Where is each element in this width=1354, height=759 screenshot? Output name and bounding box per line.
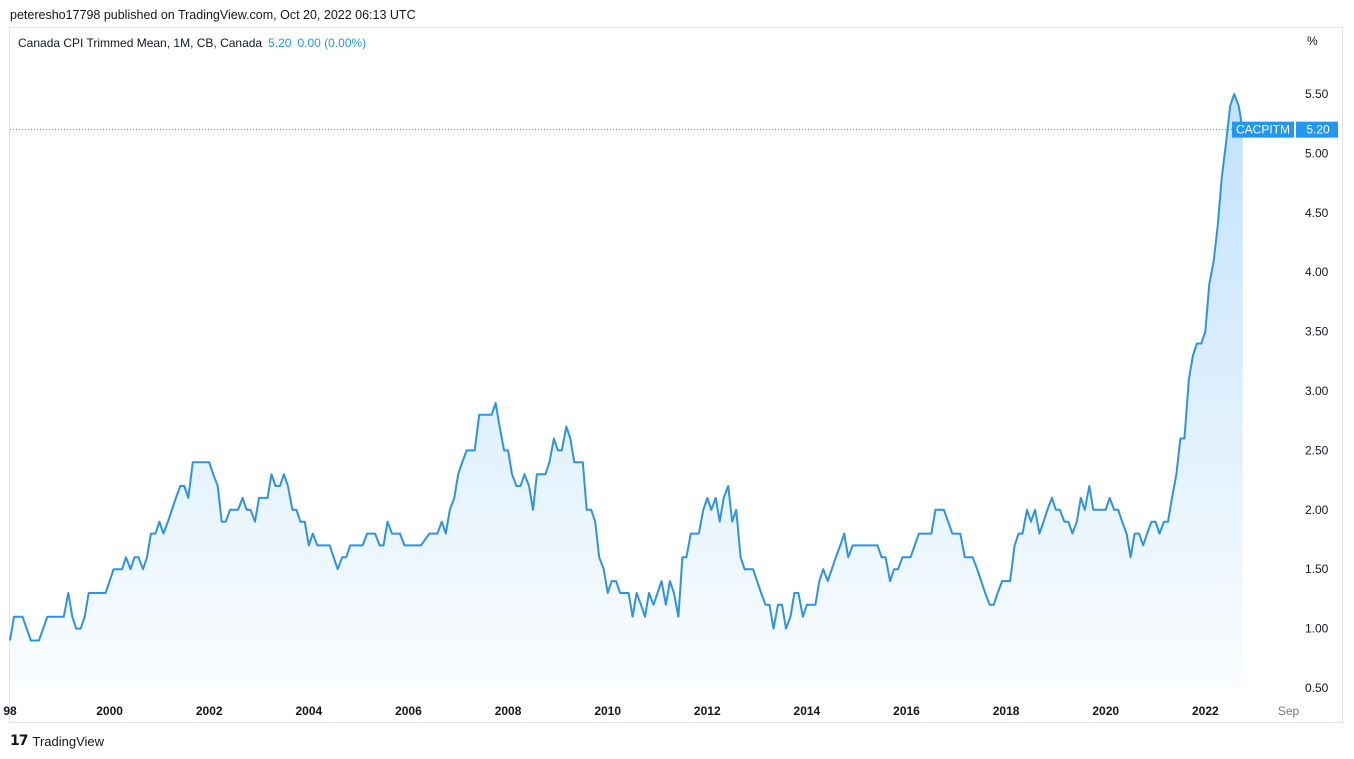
footer-branding: 17 TradingView: [10, 733, 104, 749]
x-tick-label: 2010: [594, 704, 621, 718]
x-axis: 98 2000 2002 2004 2006 2008 2010 2012 2014 2016 20…: [3, 704, 1299, 718]
x-tick-label: 2016: [893, 704, 920, 718]
x-tick-label: Sep: [1278, 704, 1300, 718]
legend-change: 0.00 (0.00%): [297, 36, 367, 50]
price-tag-symbol-bg: [1232, 121, 1294, 138]
x-tick-label: 2008: [495, 704, 522, 718]
price-tag-value-bg: [1296, 121, 1338, 138]
series-area-fill: [10, 94, 1243, 688]
y-tick-label: 4.50: [1305, 206, 1329, 220]
y-tick-label: 3.00: [1305, 384, 1329, 398]
x-tick-label: 2006: [395, 704, 422, 718]
y-tick-label: 5.50: [1305, 87, 1329, 101]
y-tick-label: 4.00: [1305, 265, 1329, 279]
y-axis: 0.50 1.00 1.50 2.00 2.50 3.00 3.50 4.00 4.50 5.00…: [1305, 87, 1329, 695]
y-tick-label: 0.50: [1305, 681, 1329, 695]
legend-title[interactable]: Canada CPI Trimmed Mean, 1M, CB, Canada: [18, 36, 263, 50]
x-tick-label: 2020: [1092, 704, 1119, 718]
chart-legend: Canada CPI Trimmed Mean, 1M, CB, Canada 5…: [18, 36, 366, 50]
x-tick-label: 2014: [794, 704, 821, 718]
price-tag-symbol: CACPITM: [1236, 123, 1290, 137]
tradingview-brand[interactable]: TradingView: [32, 733, 105, 749]
publish-line: peteresho17798 published on TradingView.…: [10, 8, 416, 22]
y-tick-label: 3.50: [1305, 325, 1329, 339]
legend-last-value: 5.20: [268, 36, 292, 50]
x-tick-label: 2012: [694, 704, 721, 718]
x-tick-label: 2000: [96, 704, 123, 718]
y-tick-label: 5.00: [1305, 146, 1329, 160]
tradingview-logo-icon[interactable]: 17: [10, 733, 29, 749]
y-axis-unit: %: [1307, 34, 1318, 48]
price-tag: CACPITM 5.20: [1232, 121, 1338, 138]
x-tick-label: 2002: [196, 704, 223, 718]
y-tick-label: 1.00: [1305, 622, 1329, 636]
x-tick-label: 2022: [1192, 704, 1219, 718]
y-tick-label: 2.00: [1305, 503, 1329, 517]
x-tick-label: 98: [3, 704, 17, 718]
price-tag-value: 5.20: [1306, 123, 1330, 137]
series-line: [9, 93, 1244, 642]
y-tick-label: 1.50: [1305, 562, 1329, 576]
x-tick-label: 2018: [993, 704, 1020, 718]
x-tick-label: 2004: [295, 704, 322, 718]
y-tick-label: 2.50: [1305, 443, 1329, 457]
